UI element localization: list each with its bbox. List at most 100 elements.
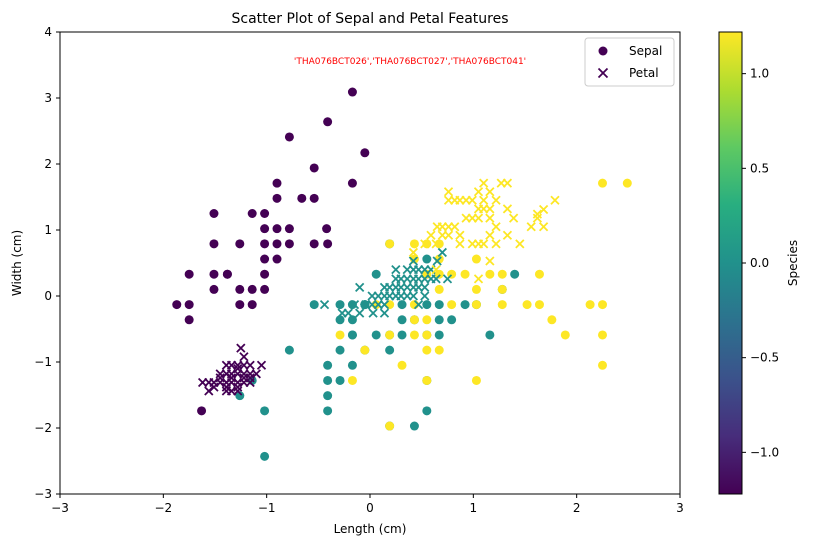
chart-title: Scatter Plot of Sepal and Petal Features (232, 11, 509, 27)
sepal-point (235, 300, 245, 310)
petal-point (437, 247, 447, 258)
petal-point (532, 213, 543, 223)
sepal-point (247, 209, 257, 218)
sepal-point (284, 224, 294, 234)
sepal-point (397, 315, 407, 325)
petal-point (443, 230, 454, 240)
sepal-point (510, 269, 520, 279)
petal-point (233, 382, 243, 392)
sepal-point (434, 315, 444, 325)
petal-point (461, 213, 471, 223)
petal-point (532, 209, 543, 219)
petal-point (408, 256, 419, 266)
sepal-point (485, 269, 495, 279)
petal-point (245, 360, 255, 370)
sepal-point (260, 209, 270, 218)
petal-point (349, 299, 360, 310)
sepal-point (434, 239, 444, 249)
sepal-point (347, 330, 357, 340)
sepal-point (260, 269, 270, 279)
petal-point (355, 308, 365, 318)
sepal-point (260, 451, 270, 461)
petal-point (226, 373, 237, 383)
colorbar-label: Species (786, 240, 800, 286)
sepal-point (497, 300, 507, 310)
petal-point (432, 222, 442, 232)
sepal-point (422, 375, 432, 385)
sepal-point (385, 345, 395, 355)
sepal-point (323, 391, 333, 401)
petal-point (408, 247, 419, 258)
petal-point (479, 178, 489, 188)
petal-point (251, 369, 261, 379)
sepal-point (422, 254, 432, 264)
sepal-point (422, 345, 432, 355)
legend-marker-sepal (598, 46, 608, 56)
sepal-point (260, 254, 270, 264)
petal-point (443, 195, 454, 205)
petal-point (473, 213, 484, 223)
petal-point (221, 360, 232, 370)
y-tick-label: 1 (44, 223, 52, 237)
y-tick-label: 3 (44, 91, 52, 105)
sepal-point (397, 300, 407, 310)
sepal-point (209, 209, 219, 218)
y-axis-label: Width (cm) (10, 230, 24, 296)
petal-point (215, 373, 225, 383)
petal-point (467, 195, 477, 205)
sepal-point (434, 300, 444, 310)
sepal-point (409, 315, 419, 325)
sepal-point (385, 239, 395, 249)
sepal-point (247, 284, 257, 294)
colorbar-tick-label: −0.5 (750, 351, 779, 365)
sepal-point (184, 300, 194, 310)
y-tick-label: 4 (44, 25, 52, 39)
petal-point (233, 363, 243, 374)
sepal-point (460, 300, 470, 310)
sepal-point (272, 239, 282, 249)
petal-point (443, 187, 454, 197)
sepal-point (447, 300, 457, 310)
sepal-point (284, 239, 294, 249)
sepal-point (347, 300, 357, 310)
petal-point (526, 222, 536, 232)
sepal-point (560, 330, 570, 340)
petal-point (245, 377, 255, 388)
colorbar-tick-label: 1.0 (750, 67, 769, 81)
petal-point (368, 308, 378, 318)
sepal-point (222, 269, 232, 279)
petal-point (215, 369, 225, 379)
sepal-point (272, 224, 282, 234)
petal-point (502, 230, 513, 240)
legend: Sepal Petal (584, 37, 675, 87)
sepal-point (385, 330, 395, 340)
sepal-point (323, 406, 333, 416)
petal-point (455, 230, 465, 240)
sepal-point (272, 178, 282, 188)
plot-area (60, 32, 680, 494)
sepal-point (371, 330, 381, 340)
sepal-point (323, 360, 333, 370)
x-axis: −3 −2 −1 0 1 2 3 (51, 494, 684, 515)
sepal-point (471, 254, 481, 264)
sepal-point (422, 330, 432, 340)
sepal-point (622, 178, 632, 188)
sepal-point (598, 300, 607, 310)
petal-point (221, 382, 232, 392)
petal-point (426, 230, 436, 240)
sepal-point (335, 315, 345, 325)
sepal-point (323, 239, 333, 249)
petal-point (355, 282, 365, 293)
petal-point (209, 382, 219, 392)
sepal-point (335, 300, 345, 310)
petal-point (379, 299, 390, 310)
sepal-point (260, 224, 270, 234)
sepal-point (385, 421, 395, 431)
sepal-point (184, 315, 194, 325)
legend-label-sepal: Sepal (629, 44, 662, 58)
petal-point (491, 222, 501, 232)
petal-point (391, 264, 401, 275)
petal-point (319, 299, 330, 310)
petal-point (367, 291, 377, 301)
